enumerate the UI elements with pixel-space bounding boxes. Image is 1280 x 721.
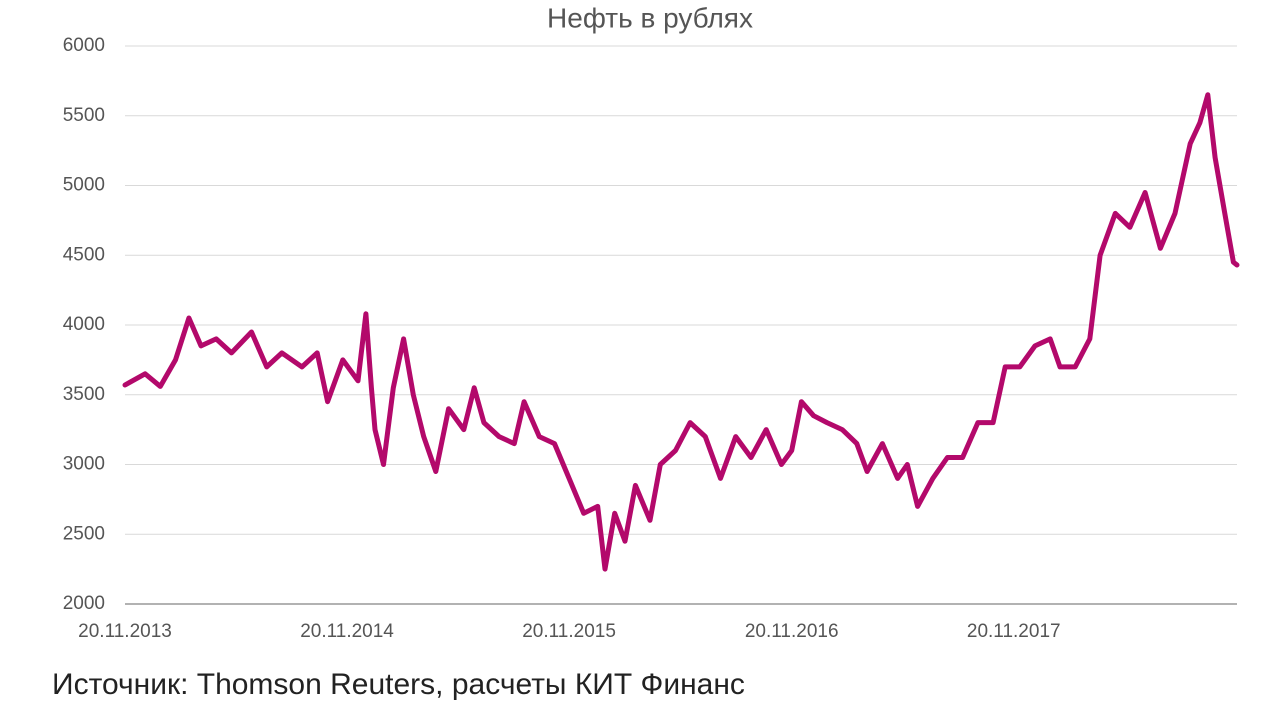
price-line xyxy=(122,92,1240,572)
y-tick-label: 2000 xyxy=(63,593,105,614)
x-tick-label: 20.11.2013 xyxy=(78,621,172,642)
y-tick-label: 2500 xyxy=(63,523,105,544)
y-tick-label: 3500 xyxy=(63,384,105,405)
y-tick-label: 4000 xyxy=(63,314,105,335)
y-tick-label: 6000 xyxy=(63,35,105,56)
x-tick-label: 20.11.2017 xyxy=(967,621,1061,642)
y-tick-label: 4500 xyxy=(63,244,105,265)
x-tick-label: 20.11.2015 xyxy=(522,621,616,642)
x-tick-label: 20.11.2014 xyxy=(300,621,394,642)
y-tick-label: 3000 xyxy=(63,454,105,475)
y-tick-label: 5000 xyxy=(63,175,105,196)
chart-title: Нефть в рублях xyxy=(547,2,753,33)
source-note: Источник: Thomson Reuters, расчеты КИТ Ф… xyxy=(52,668,745,701)
y-tick-label: 5500 xyxy=(63,105,105,126)
x-tick-label: 20.11.2016 xyxy=(745,621,839,642)
